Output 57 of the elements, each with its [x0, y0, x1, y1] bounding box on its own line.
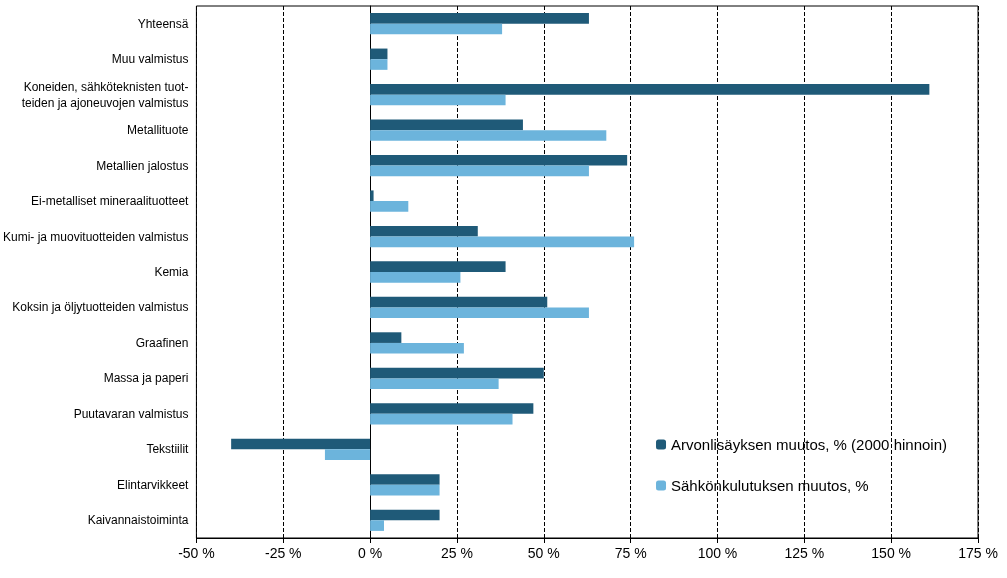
y-tick-label: Koksin ja öljytuotteiden valmistus — [12, 300, 189, 315]
bar — [370, 119, 523, 131]
y-tick-label: Metallien jalostus — [96, 158, 189, 173]
y-tick-label: Yhteensä — [137, 16, 189, 31]
bar — [370, 23, 503, 35]
bar — [370, 413, 513, 425]
bar — [370, 201, 409, 212]
bar — [370, 190, 374, 202]
bar — [370, 236, 635, 248]
bar — [370, 367, 544, 379]
bar — [370, 94, 506, 106]
bar — [370, 154, 628, 166]
x-tick-label: 150 % — [871, 545, 912, 561]
bar — [370, 378, 499, 390]
x-tick-label: 175 % — [958, 545, 998, 561]
bar — [370, 403, 534, 414]
x-tick-label: -50 % — [178, 545, 215, 561]
bar — [370, 130, 607, 141]
x-tick-label: 125 % — [784, 545, 825, 561]
legend-label: Arvonlisäyksen muutos, % (2000 hinnoin) — [671, 436, 948, 453]
bar — [231, 438, 371, 450]
bar — [370, 13, 589, 24]
y-tick-label: Metallituote — [127, 123, 189, 138]
y-tick-label: Tekstiilit — [146, 442, 190, 457]
y-tick-label: Muu valmistus — [111, 52, 189, 67]
bar — [370, 165, 589, 177]
y-tick-label: Ei-metalliset mineraalituotteet — [31, 194, 190, 209]
y-tick-label: Kumi- ja muovituotteiden valmistus — [2, 229, 189, 244]
x-tick-label: 50 % — [527, 545, 560, 561]
bar — [370, 48, 388, 60]
bar — [370, 225, 478, 237]
bar — [370, 342, 464, 354]
bar — [370, 520, 384, 531]
x-tick-label: 100 % — [697, 545, 738, 561]
x-tick-label: 75 % — [614, 545, 647, 561]
bar — [370, 484, 440, 496]
y-tick-label: Elintarvikkeet — [117, 477, 190, 492]
bar — [370, 307, 589, 319]
bar — [324, 449, 371, 460]
bar — [370, 296, 548, 308]
y-tick-label: Graafinen — [135, 335, 189, 350]
bar — [370, 84, 930, 95]
y-tick-label: Kaivannaistoiminta — [87, 513, 189, 528]
y-tick-label: Koneiden, sähköteknisten tuot- teiden ja ajoneuvojen valmistus — [21, 79, 189, 110]
bar — [370, 332, 402, 343]
bar — [370, 59, 388, 70]
legend-label: Sähkönkulutuksen muutos, % — [671, 477, 869, 494]
y-tick-label: Puutavaran valmistus — [73, 406, 189, 421]
bar — [370, 272, 461, 283]
x-tick-label: 0 % — [358, 545, 383, 561]
x-tick-label: -25 % — [264, 545, 302, 561]
y-tick-label: Massa ja paperi — [103, 371, 189, 386]
bar — [370, 509, 440, 521]
x-tick-label: 25 % — [440, 545, 473, 561]
bar — [370, 474, 440, 485]
bar — [370, 261, 506, 272]
y-tick-label: Kemia — [154, 265, 189, 279]
